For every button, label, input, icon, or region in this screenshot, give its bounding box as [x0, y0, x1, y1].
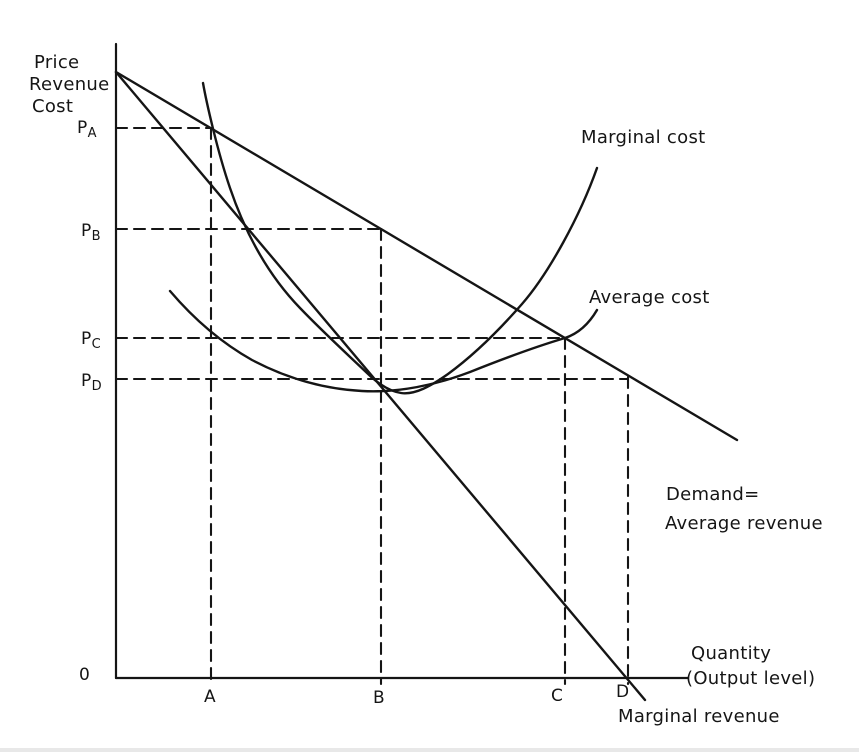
x-axis-title-line-2: (Output level) — [686, 668, 815, 689]
price-label-pa: PA — [77, 118, 97, 141]
quantity-label-b: B — [373, 688, 385, 708]
y-axis-title-line-1: Price — [34, 52, 79, 73]
demand-label-line-1: Demand= — [666, 484, 760, 505]
average-cost-label: Average cost — [589, 287, 710, 308]
demand-label-line-2: Average revenue — [665, 513, 823, 534]
quantity-label-d: D — [616, 682, 629, 702]
quantity-label-a: A — [204, 687, 216, 707]
marginal-revenue-line — [114, 70, 647, 702]
y-axis-title-line-2: Revenue — [29, 74, 110, 95]
quantity-label-c: C — [551, 686, 563, 706]
price-label-pd: PD — [81, 371, 102, 394]
average-cost-curve — [168, 289, 599, 393]
origin-label: 0 — [79, 665, 90, 685]
price-label-pb: PB — [81, 221, 101, 244]
demand-average-revenue-line — [114, 70, 739, 442]
marginal-cost-label: Marginal cost — [581, 127, 705, 148]
y-axis-title-line-3: Cost — [32, 96, 73, 117]
x-axis-title-line-1: Quantity — [691, 643, 771, 664]
marginal-revenue-label: Marginal revenue — [618, 706, 780, 727]
price-label-pc: PC — [81, 329, 101, 352]
